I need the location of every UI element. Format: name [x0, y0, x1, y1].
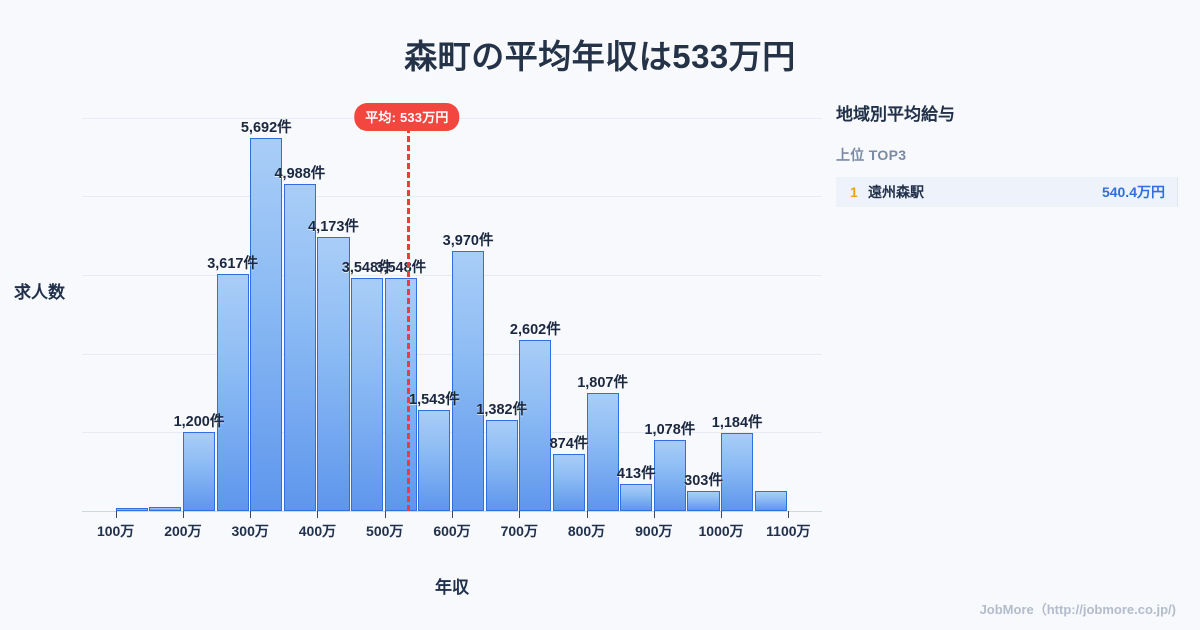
- bar: [149, 507, 182, 511]
- bar: [418, 409, 451, 511]
- bar-value-label: 3,617件: [207, 255, 259, 272]
- rank-number: 1: [850, 184, 858, 200]
- x-tick-mark: [384, 511, 386, 518]
- gridline: [82, 196, 822, 198]
- bar-value-label: 1,543件: [409, 391, 460, 408]
- x-tick-label: 1000万: [698, 523, 744, 539]
- bar-value-label: 1,200件: [173, 414, 225, 431]
- x-tick-label: 400万: [298, 523, 337, 539]
- bar-value-label: 413件: [616, 465, 656, 482]
- footer-credit: JobMore（http://jobmore.co.jp/): [979, 602, 1176, 617]
- bar: [721, 433, 754, 511]
- bar: [687, 491, 720, 511]
- bar: [586, 392, 619, 511]
- x-tick-mark: [115, 511, 117, 518]
- y-axis-title: 求人数: [14, 283, 65, 302]
- x-tick-label: 200万: [164, 523, 202, 539]
- bar-value-label: 4,988件: [274, 166, 326, 182]
- x-tick-label: 900万: [635, 523, 673, 539]
- bar-value-label: 1,382件: [476, 402, 528, 419]
- bar: [452, 250, 485, 511]
- ranking-row[interactable]: 1 遠州森駅 540.4万円: [836, 177, 1178, 207]
- x-tick-mark: [182, 511, 184, 518]
- bar-value-label: 3,548件: [375, 260, 427, 277]
- bar-value-label: 3,970件: [442, 232, 494, 249]
- average-line: [406, 118, 410, 511]
- x-tick-label: 800万: [567, 523, 606, 539]
- x-tick-mark: [653, 511, 655, 518]
- bar-value-label: 5,692件: [240, 119, 292, 136]
- bar-value-label: 3,548件: [341, 260, 393, 277]
- bar: [115, 508, 148, 511]
- rank-area-name: 遠州森駅: [868, 184, 924, 200]
- x-tick-mark: [586, 511, 588, 518]
- bar: [283, 184, 316, 511]
- x-tick-mark: [452, 511, 453, 518]
- bar: [351, 278, 384, 511]
- x-axis-title: 年収: [435, 578, 469, 597]
- bar-value-label: 1,807件: [577, 374, 629, 391]
- side-panel: 地域別平均給与 上位 TOP3 1 遠州森駅 540.4万円: [836, 100, 1186, 207]
- bar-value-label: 1,184件: [711, 415, 763, 432]
- x-tick-mark: [250, 511, 252, 518]
- bar-value-label: 1,078件: [644, 422, 696, 439]
- average-badge: 平均: 533万円: [354, 103, 460, 131]
- x-tick-label: 300万: [231, 523, 269, 539]
- side-panel-subtitle: 上位 TOP3: [836, 147, 907, 163]
- bar-value-label: 874件: [549, 435, 589, 452]
- bar: [216, 273, 249, 511]
- page-title: 森町の平均年収は533万円: [404, 38, 796, 75]
- bar: [485, 420, 518, 511]
- x-tick-label: 500万: [366, 523, 404, 539]
- x-tick-mark: [721, 511, 723, 518]
- x-tick-mark: [317, 511, 319, 518]
- x-tick-label: 700万: [500, 523, 538, 539]
- side-panel-title: 地域別平均給与: [836, 105, 955, 124]
- x-tick-label: 600万: [433, 523, 471, 539]
- bar: [653, 440, 686, 511]
- bar: [620, 483, 653, 511]
- bar: [384, 278, 417, 511]
- rank-salary-value: 540.4万円: [1101, 184, 1165, 200]
- bar: [754, 491, 787, 511]
- bar: [182, 432, 216, 511]
- bar: [317, 237, 350, 511]
- bar-value-label: 303件: [684, 473, 723, 490]
- bar-value-label: 4,173件: [308, 219, 359, 236]
- x-tick-label: 100万: [96, 523, 135, 539]
- x-tick-label: 1100万: [766, 523, 811, 539]
- bars-layer: [82, 98, 822, 511]
- bar-value-label: 2,602件: [509, 322, 561, 339]
- ranking-list: 1 遠州森駅 540.4万円: [836, 177, 1186, 207]
- x-tick-mark: [788, 511, 790, 518]
- bar: [250, 137, 283, 511]
- bar: [519, 340, 552, 511]
- x-tick-mark: [519, 511, 521, 518]
- bar: [552, 453, 586, 511]
